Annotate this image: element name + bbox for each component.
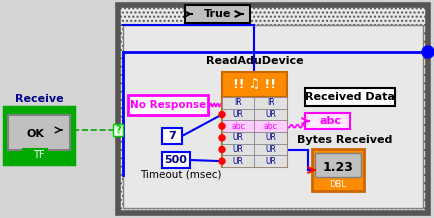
FancyBboxPatch shape bbox=[4, 107, 74, 164]
FancyBboxPatch shape bbox=[221, 109, 254, 120]
Text: UR: UR bbox=[232, 157, 243, 166]
Text: True: True bbox=[204, 9, 230, 19]
Text: TF: TF bbox=[33, 150, 45, 160]
FancyBboxPatch shape bbox=[123, 25, 422, 208]
FancyBboxPatch shape bbox=[23, 149, 47, 161]
FancyBboxPatch shape bbox=[221, 97, 254, 109]
FancyBboxPatch shape bbox=[8, 115, 70, 150]
Circle shape bbox=[218, 146, 224, 153]
FancyBboxPatch shape bbox=[314, 153, 360, 177]
FancyBboxPatch shape bbox=[304, 88, 394, 106]
Text: ?: ? bbox=[115, 125, 121, 135]
Text: No Response: No Response bbox=[130, 100, 206, 110]
FancyBboxPatch shape bbox=[161, 128, 181, 144]
Text: IR: IR bbox=[234, 98, 241, 107]
FancyBboxPatch shape bbox=[304, 113, 349, 129]
FancyBboxPatch shape bbox=[221, 144, 254, 155]
Text: UR: UR bbox=[265, 133, 276, 142]
FancyBboxPatch shape bbox=[311, 149, 363, 191]
Text: abc: abc bbox=[231, 122, 245, 131]
Text: DBL: DBL bbox=[329, 179, 346, 189]
Text: 500: 500 bbox=[164, 155, 187, 165]
Text: abc: abc bbox=[263, 122, 277, 131]
FancyBboxPatch shape bbox=[184, 5, 250, 23]
Text: ReadAduDevice: ReadAduDevice bbox=[205, 56, 302, 66]
Text: Received Data: Received Data bbox=[304, 92, 394, 102]
FancyBboxPatch shape bbox=[221, 120, 254, 132]
Circle shape bbox=[218, 158, 224, 164]
Text: UR: UR bbox=[232, 145, 243, 154]
FancyBboxPatch shape bbox=[254, 120, 286, 132]
FancyBboxPatch shape bbox=[254, 144, 286, 155]
FancyBboxPatch shape bbox=[113, 124, 123, 136]
Text: 7: 7 bbox=[168, 131, 175, 141]
Text: Receive: Receive bbox=[15, 94, 63, 104]
FancyBboxPatch shape bbox=[221, 72, 286, 97]
Text: UR: UR bbox=[265, 110, 276, 119]
FancyBboxPatch shape bbox=[254, 109, 286, 120]
Circle shape bbox=[218, 111, 224, 118]
FancyBboxPatch shape bbox=[254, 155, 286, 167]
FancyBboxPatch shape bbox=[118, 5, 427, 213]
FancyBboxPatch shape bbox=[128, 95, 207, 115]
FancyBboxPatch shape bbox=[254, 132, 286, 144]
Text: UR: UR bbox=[232, 110, 243, 119]
FancyBboxPatch shape bbox=[161, 152, 190, 168]
FancyBboxPatch shape bbox=[221, 97, 286, 167]
Text: Bytes Received: Bytes Received bbox=[296, 135, 392, 145]
Text: 1.23: 1.23 bbox=[322, 160, 352, 174]
FancyBboxPatch shape bbox=[254, 97, 286, 109]
Text: IR: IR bbox=[266, 98, 274, 107]
Text: UR: UR bbox=[232, 133, 243, 142]
Text: UR: UR bbox=[265, 145, 276, 154]
Text: Timeout (msec): Timeout (msec) bbox=[140, 169, 221, 179]
Circle shape bbox=[218, 135, 224, 141]
Circle shape bbox=[421, 46, 433, 58]
Text: abc: abc bbox=[319, 116, 341, 126]
Text: UR: UR bbox=[265, 157, 276, 166]
Text: !! ♫ !!: !! ♫ !! bbox=[233, 78, 275, 90]
FancyBboxPatch shape bbox=[221, 132, 254, 144]
Text: OK: OK bbox=[26, 128, 44, 138]
Circle shape bbox=[218, 123, 224, 129]
FancyBboxPatch shape bbox=[221, 155, 254, 167]
